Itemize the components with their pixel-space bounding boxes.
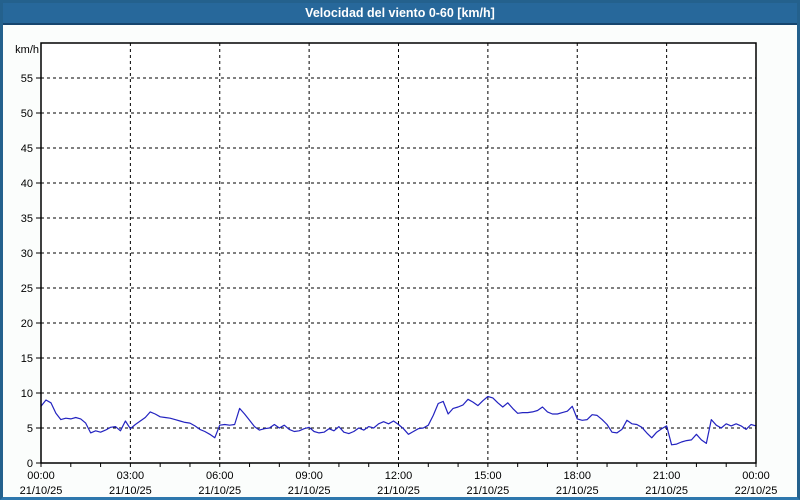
plot-border: [40, 42, 757, 464]
x-tick-date-label: 21/10/25: [645, 485, 688, 497]
x-tick-date-label: 21/10/25: [466, 485, 509, 497]
x-tick-date-label: 21/10/25: [288, 485, 331, 497]
wind-speed-series-line: [40, 395, 757, 446]
title-bar: Velocidad del viento 0-60 [km/h]: [3, 3, 797, 25]
x-tick-time-label: 03:00: [117, 470, 145, 482]
y-tick-label: 10: [21, 388, 33, 400]
x-tick-time-label: 06:00: [206, 470, 234, 482]
x-tick-time-label: 09:00: [295, 470, 323, 482]
y-tick-label: 40: [21, 178, 33, 190]
x-tick-date-label: 21/10/25: [198, 485, 241, 497]
chart-area: 0 5 10 15 20 25 30 35 40 45 50 55 km/h 00:00 21/10/25 0…: [3, 25, 797, 497]
y-tick-label: 30: [21, 248, 33, 260]
y-tick-label: 45: [21, 143, 33, 155]
x-tick-date-label: 22/10/25: [735, 485, 778, 497]
x-tick-time-label: 15:00: [474, 470, 502, 482]
x-tick-date-label: 21/10/25: [556, 485, 599, 497]
x-tick-time-label: 00:00: [27, 470, 55, 482]
y-tick-label: 25: [21, 283, 33, 295]
y-tick-label: 5: [27, 423, 33, 435]
x-tick-time-label: 00:00: [742, 470, 770, 482]
y-tick-label: 50: [21, 108, 33, 120]
y-tick-label: 0: [27, 458, 33, 470]
y-tick-label: 20: [21, 318, 33, 330]
y-axis-unit-label: km/h: [15, 44, 39, 56]
x-tick-time-label: 12:00: [385, 470, 413, 482]
chart-title: Velocidad del viento 0-60 [km/h]: [305, 6, 495, 20]
y-tick-label: 15: [21, 353, 33, 365]
x-tick-date-label: 21/10/25: [20, 485, 63, 497]
wind-speed-chart: 0 5 10 15 20 25 30 35 40 45 50 55 km/h 00:00 21/10/25 0…: [15, 42, 778, 497]
y-tick-label: 55: [21, 73, 33, 85]
x-tick-time-label: 21:00: [653, 470, 681, 482]
x-tick-date-label: 21/10/25: [377, 485, 420, 497]
x-tick-date-label: 21/10/25: [109, 485, 152, 497]
y-tick-label: 35: [21, 213, 33, 225]
x-tick-time-label: 18:00: [563, 470, 591, 482]
